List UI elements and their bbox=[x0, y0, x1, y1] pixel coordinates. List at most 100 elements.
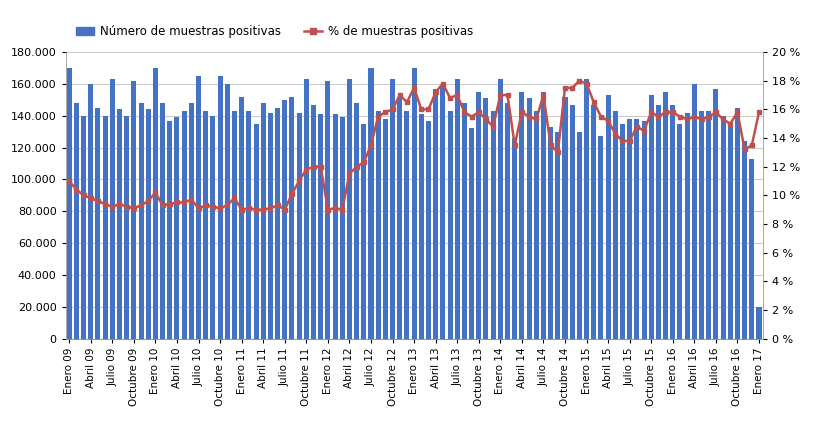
Bar bbox=[146, 109, 151, 339]
Bar bbox=[95, 108, 101, 339]
Bar bbox=[749, 159, 753, 339]
% de muestras positivas bbox=[64, 178, 74, 184]
Bar bbox=[174, 117, 179, 339]
Bar bbox=[518, 92, 524, 339]
Bar bbox=[663, 92, 667, 339]
Bar bbox=[160, 103, 165, 339]
Bar bbox=[88, 84, 93, 339]
Bar bbox=[339, 117, 344, 339]
Bar bbox=[562, 97, 567, 339]
% de muestras positivas bbox=[466, 114, 476, 119]
Bar bbox=[232, 111, 237, 339]
Bar bbox=[102, 116, 107, 339]
Bar bbox=[411, 68, 416, 339]
Bar bbox=[217, 76, 222, 339]
Bar bbox=[612, 111, 617, 339]
Legend: Número de muestras positivas, % de muestras positivas: Número de muestras positivas, % de muest… bbox=[71, 21, 477, 43]
Bar bbox=[741, 141, 746, 339]
Bar bbox=[698, 111, 704, 339]
Bar bbox=[289, 97, 294, 339]
Bar bbox=[167, 121, 172, 339]
Line: % de muestras positivas: % de muestras positivas bbox=[66, 78, 761, 212]
Bar bbox=[268, 112, 273, 339]
Bar bbox=[447, 111, 452, 339]
Bar bbox=[66, 68, 71, 339]
Bar bbox=[440, 87, 445, 339]
Bar bbox=[375, 111, 380, 339]
Bar bbox=[497, 79, 502, 339]
Bar bbox=[590, 105, 595, 339]
Bar bbox=[361, 124, 366, 339]
Bar bbox=[354, 103, 359, 339]
Bar bbox=[583, 79, 588, 339]
Bar bbox=[124, 116, 129, 339]
Bar bbox=[640, 121, 645, 339]
Bar bbox=[260, 103, 265, 339]
Bar bbox=[310, 105, 315, 339]
Bar bbox=[368, 68, 373, 339]
Bar bbox=[396, 97, 402, 339]
% de muestras positivas bbox=[86, 196, 96, 201]
Bar bbox=[246, 111, 251, 339]
Bar bbox=[505, 103, 509, 339]
Bar bbox=[117, 109, 122, 339]
Bar bbox=[203, 111, 208, 339]
Bar bbox=[182, 111, 187, 339]
% de muestras positivas bbox=[115, 201, 124, 207]
Bar bbox=[196, 76, 201, 339]
% de muestras positivas bbox=[574, 78, 584, 83]
Bar bbox=[627, 119, 631, 339]
Bar bbox=[598, 136, 603, 339]
Bar bbox=[131, 81, 136, 339]
Bar bbox=[81, 116, 86, 339]
Bar bbox=[634, 119, 639, 339]
Bar bbox=[756, 307, 761, 339]
Bar bbox=[382, 119, 387, 339]
Bar bbox=[619, 124, 624, 339]
Bar bbox=[605, 95, 610, 339]
Bar bbox=[669, 105, 675, 339]
Bar bbox=[210, 116, 215, 339]
Bar bbox=[655, 105, 660, 339]
Bar bbox=[676, 124, 681, 339]
Bar bbox=[425, 121, 431, 339]
% de muestras positivas bbox=[753, 110, 763, 115]
% de muestras positivas bbox=[416, 107, 426, 112]
Bar bbox=[490, 111, 495, 339]
Bar bbox=[455, 79, 459, 339]
Bar bbox=[713, 89, 717, 339]
Bar bbox=[296, 112, 301, 339]
Bar bbox=[346, 79, 351, 339]
Bar bbox=[404, 111, 409, 339]
Bar bbox=[533, 111, 538, 339]
Bar bbox=[512, 138, 517, 339]
Bar bbox=[461, 103, 466, 339]
Bar bbox=[691, 84, 696, 339]
Bar bbox=[419, 114, 423, 339]
Bar bbox=[541, 92, 545, 339]
Bar bbox=[476, 92, 481, 339]
Bar bbox=[648, 95, 653, 339]
Bar bbox=[239, 97, 244, 339]
Bar bbox=[253, 124, 258, 339]
Bar bbox=[684, 112, 689, 339]
Bar bbox=[734, 108, 739, 339]
Bar bbox=[318, 114, 323, 339]
Bar bbox=[303, 79, 309, 339]
Bar bbox=[152, 68, 158, 339]
Bar bbox=[720, 116, 725, 339]
Bar bbox=[547, 127, 553, 339]
% de muestras positivas bbox=[251, 207, 260, 212]
Bar bbox=[526, 98, 531, 339]
Bar bbox=[274, 108, 280, 339]
Bar bbox=[569, 105, 574, 339]
Bar bbox=[483, 98, 488, 339]
Bar bbox=[325, 81, 330, 339]
Bar bbox=[576, 132, 581, 339]
Bar bbox=[468, 128, 473, 339]
% de muestras positivas bbox=[237, 207, 247, 212]
Bar bbox=[138, 103, 143, 339]
Bar bbox=[224, 84, 229, 339]
Bar bbox=[727, 124, 732, 339]
Bar bbox=[333, 114, 337, 339]
